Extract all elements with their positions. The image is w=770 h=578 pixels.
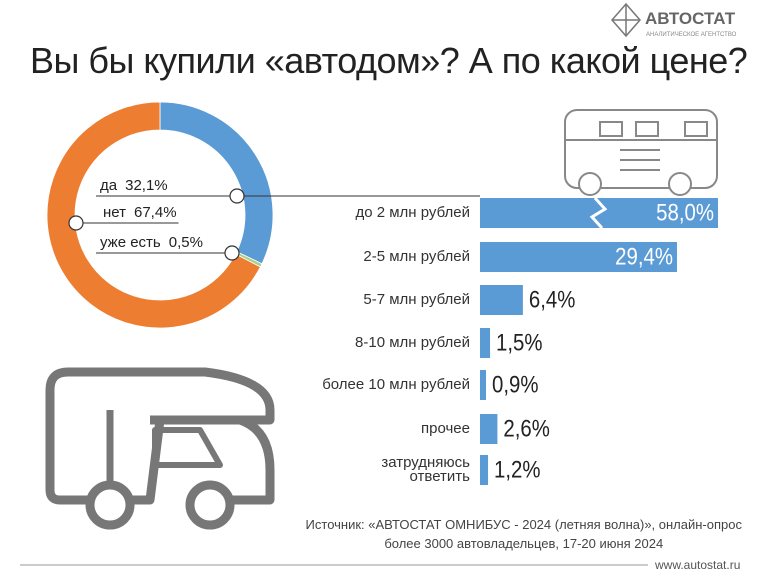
logo-icon (611, 2, 641, 38)
donut-slice (46, 101, 261, 329)
bar (480, 285, 523, 315)
bar (480, 414, 498, 444)
bar (480, 455, 489, 485)
value-label: 2,6% (503, 415, 549, 442)
source-note: Источник: «АВТОСТАТ ОМНИБУС - 2024 (летн… (305, 517, 742, 551)
category-label: 8-10 млн рублей (355, 334, 470, 351)
category-label: 5-7 млн рублей (363, 291, 470, 308)
logo-text: АВТОСТАТ (645, 9, 736, 28)
value-label: 0,9% (492, 371, 538, 398)
legend-label: да (100, 177, 118, 194)
category-label: более 10 млн рублей (322, 376, 470, 393)
bar (480, 370, 487, 400)
category-label: затрудняюсь ответить (381, 454, 470, 485)
value-label: 1,5% (496, 329, 542, 356)
legend-value: 67,4% (134, 204, 177, 221)
legend-label: уже есть (100, 234, 161, 251)
logo-subtitle: АНАЛИТИЧЕСКОЕ АГЕНТСТВО (646, 32, 737, 38)
value-label: 6,4% (529, 286, 575, 313)
category-label: 2-5 млн рублей (363, 248, 470, 265)
value-label: 1,2% (494, 456, 540, 483)
bar (480, 242, 677, 272)
title: Вы бы купили «автодом»? А по какой цене? (30, 40, 748, 81)
legend-marker (229, 188, 245, 204)
legend-label: нет (103, 204, 126, 221)
value-label: 58,0% (656, 199, 714, 226)
legend-marker (224, 245, 240, 261)
category-label: до 2 млн рублей (355, 204, 470, 221)
legend-marker (68, 215, 84, 231)
legend-value: 32,1% (125, 177, 168, 194)
legend-value: 0,5% (169, 234, 203, 251)
value-label: 29,4% (615, 243, 673, 270)
camper-icon-large (45, 367, 275, 530)
footer-url: www.autostat.ru (654, 558, 740, 572)
category-label: прочее (421, 420, 470, 437)
camper-icon-small (564, 109, 718, 196)
bar (480, 328, 491, 358)
axis-break (589, 196, 608, 230)
